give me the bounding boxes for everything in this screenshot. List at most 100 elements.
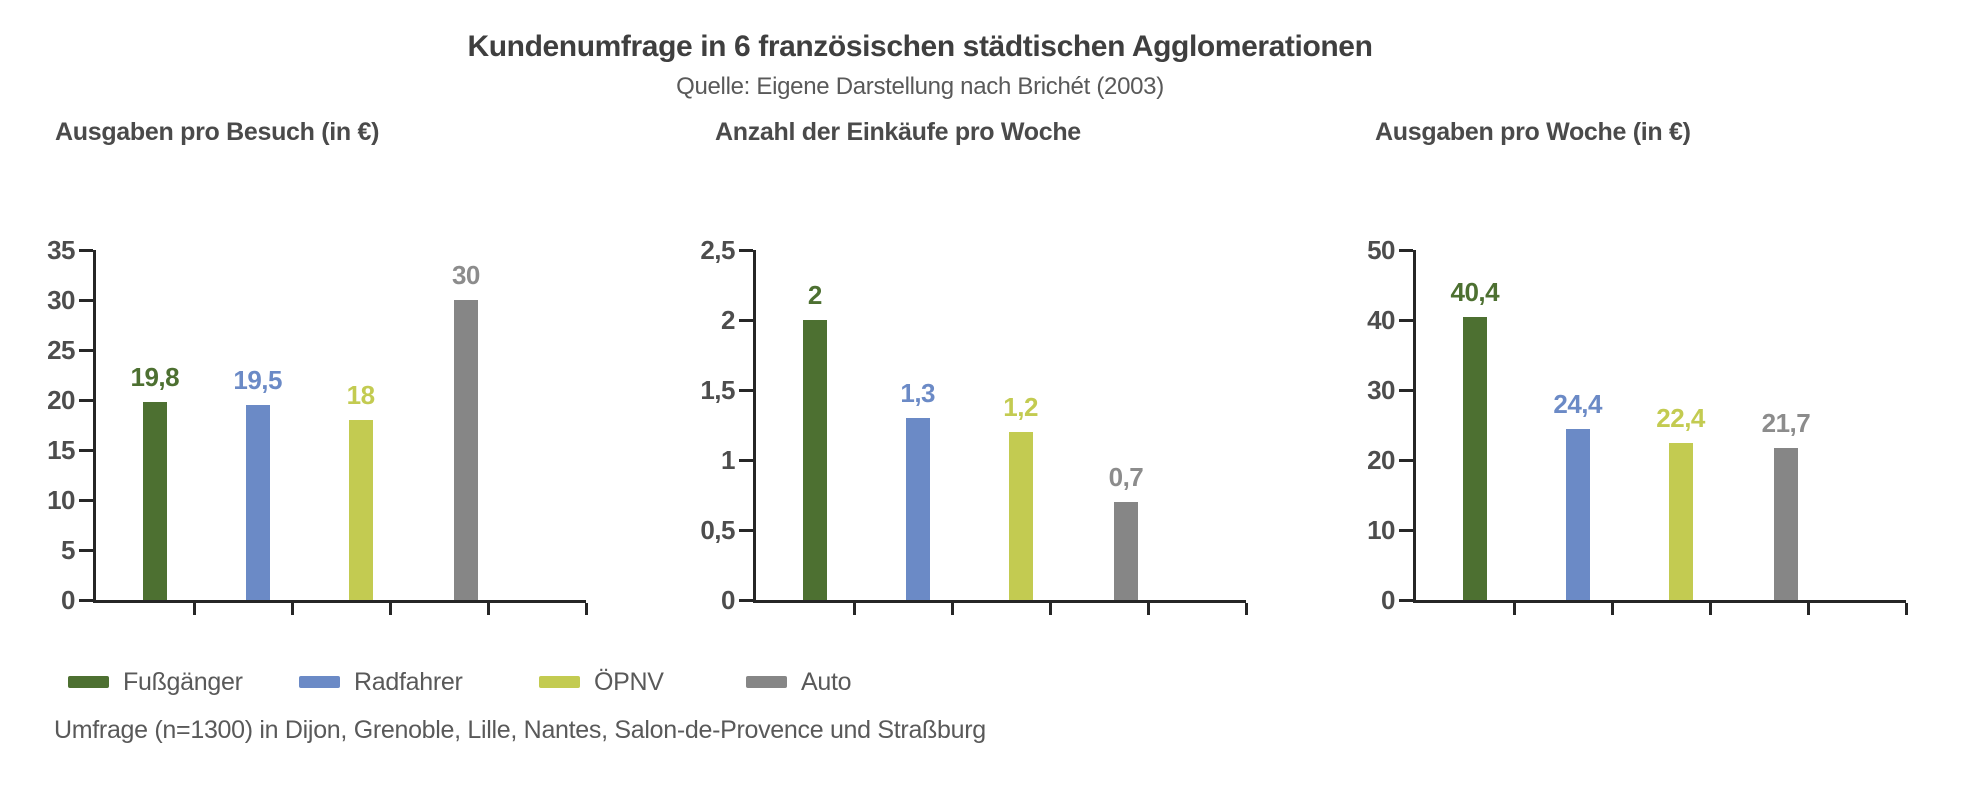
- legend-item-auto: Auto: [746, 668, 852, 696]
- bar-chart-einkaeufe-pro-woche: Anzahl der Einkäufe pro Woche 0 0,5 1 1,5 2 2,…: [700, 118, 1248, 638]
- chart-title: Anzahl der Einkäufe pro Woche: [715, 118, 1081, 146]
- chart-title: Ausgaben pro Besuch (in €): [55, 118, 380, 146]
- page-title: Kundenumfrage in 6 französischen städtis…: [467, 30, 1373, 63]
- y-axis-tick: [1399, 528, 1413, 532]
- y-tick-label: 0: [61, 585, 75, 615]
- y-tick-label: 40: [1367, 305, 1395, 335]
- legend-label: ÖPNV: [594, 668, 664, 696]
- y-tick-label: 2,5: [700, 235, 735, 265]
- bar-value-label: 21,7: [1761, 408, 1811, 439]
- y-tick-label: 1,5: [700, 375, 735, 405]
- bar-value-label: 1,2: [1003, 392, 1038, 422]
- legend-swatch-radfahrer: [299, 676, 340, 688]
- x-axis-tick: [388, 603, 392, 615]
- x-axis-tick: [1048, 603, 1052, 615]
- y-axis-tick: [79, 498, 93, 502]
- bar-value-label: 0,7: [1108, 462, 1144, 492]
- bar-value-label: 19,5: [233, 365, 282, 395]
- bar-value-label: 18: [346, 380, 375, 410]
- y-tick-label: 25: [47, 335, 75, 365]
- x-axis-tick: [1806, 603, 1810, 615]
- bar-value-label: 30: [451, 260, 480, 290]
- bar-value-label: 2: [807, 280, 822, 310]
- y-tick-label: 1: [721, 445, 735, 475]
- bar-chart-ausgaben-pro-woche: Ausgaben pro Woche (in €) 0 10 20 30 40 50 40,4…: [1360, 118, 1908, 638]
- y-tick-label: 50: [1367, 235, 1395, 265]
- legend-label: Radfahrer: [354, 668, 463, 696]
- y-tick-label: 5: [61, 535, 75, 565]
- bar-auto: [1113, 502, 1138, 600]
- chart-title: Ausgaben pro Woche (in €): [1375, 118, 1691, 146]
- x-axis-tick: [584, 603, 588, 615]
- x-axis-tick: [1512, 603, 1516, 615]
- bar-fussgaenger: [802, 320, 827, 600]
- y-axis-tick: [1399, 458, 1413, 462]
- y-axis-tick: [1399, 248, 1413, 252]
- survey-footnote: Umfrage (n=1300) in Dijon, Grenoble, Lil…: [54, 716, 986, 744]
- y-axis-tick: [79, 348, 93, 352]
- plot-area: 0 5 10 15 20 25 30 35 19,8 19,5 18 30: [47, 235, 588, 615]
- bar-oepnv: [1668, 443, 1693, 600]
- y-axis-tick: [739, 528, 753, 532]
- y-axis-tick: [739, 248, 753, 252]
- y-tick-label: 20: [47, 385, 75, 415]
- y-axis-tick: [79, 298, 93, 302]
- x-axis-tick: [1146, 603, 1150, 615]
- y-axis-tick: [739, 388, 753, 392]
- y-tick-label: 20: [1367, 445, 1395, 475]
- bar-oepnv: [1008, 432, 1033, 600]
- y-tick-label: 30: [47, 285, 75, 315]
- legend-item-radfahrer: Radfahrer: [299, 668, 463, 696]
- y-tick-label: 0,5: [700, 515, 735, 545]
- source-subtitle: Quelle: Eigene Darstellung nach Brichét …: [676, 73, 1164, 100]
- legend-label: Fußgänger: [123, 668, 243, 696]
- legend-label: Auto: [801, 668, 852, 696]
- legend-swatch-oepnv: [539, 676, 580, 688]
- y-axis-tick: [79, 248, 93, 252]
- bar-value-label: 22,4: [1656, 403, 1705, 434]
- y-axis-tick: [79, 398, 93, 402]
- y-tick-label: 15: [47, 435, 75, 465]
- y-axis-tick: [739, 598, 753, 602]
- y-tick-label: 10: [47, 485, 75, 515]
- y-axis-tick: [79, 448, 93, 452]
- bar-radfahrer: [1565, 429, 1590, 600]
- bar-oepnv: [348, 420, 373, 600]
- y-axis-tick: [1399, 388, 1413, 392]
- y-axis-tick: [1399, 598, 1413, 602]
- x-axis-tick: [1904, 603, 1908, 615]
- x-axis-tick: [290, 603, 294, 615]
- bar-auto: [453, 300, 478, 600]
- x-axis-tick: [1610, 603, 1614, 615]
- legend-item-fussgaenger: Fußgänger: [68, 668, 243, 696]
- bar-fussgaenger: [142, 402, 167, 600]
- x-axis-tick: [852, 603, 856, 615]
- y-tick-label: 30: [1367, 375, 1395, 405]
- bar-radfahrer: [905, 418, 930, 600]
- bar-value-label: 19,8: [130, 362, 180, 392]
- legend-item-oepnv: ÖPNV: [539, 668, 664, 696]
- y-tick-label: 0: [721, 585, 735, 615]
- figure-header: Kundenumfrage in 6 französischen städtis…: [0, 30, 1840, 101]
- y-axis-tick: [79, 548, 93, 552]
- bar-value-label: 24,4: [1553, 389, 1602, 420]
- bar-radfahrer: [245, 405, 270, 600]
- y-axis-tick: [739, 318, 753, 322]
- y-axis-tick: [1399, 318, 1413, 322]
- y-tick-label: 2: [721, 305, 735, 335]
- y-axis-tick: [739, 458, 753, 462]
- x-axis-tick: [950, 603, 954, 615]
- legend-swatch-fussgaenger: [68, 676, 109, 688]
- bar-value-label: 1,3: [900, 378, 936, 408]
- y-tick-label: 10: [1367, 515, 1395, 545]
- x-axis-tick: [486, 603, 490, 615]
- bar-value-label: 40,4: [1450, 277, 1500, 308]
- legend-swatch-auto: [746, 676, 787, 688]
- x-axis-tick: [1708, 603, 1712, 615]
- plot-area: 0 10 20 30 40 50 40,4 24,4 22,4 21,7: [1367, 235, 1908, 615]
- x-axis-tick: [1244, 603, 1248, 615]
- y-axis-tick: [79, 598, 93, 602]
- bar-fussgaenger: [1462, 317, 1487, 600]
- y-tick-label: 35: [47, 235, 75, 265]
